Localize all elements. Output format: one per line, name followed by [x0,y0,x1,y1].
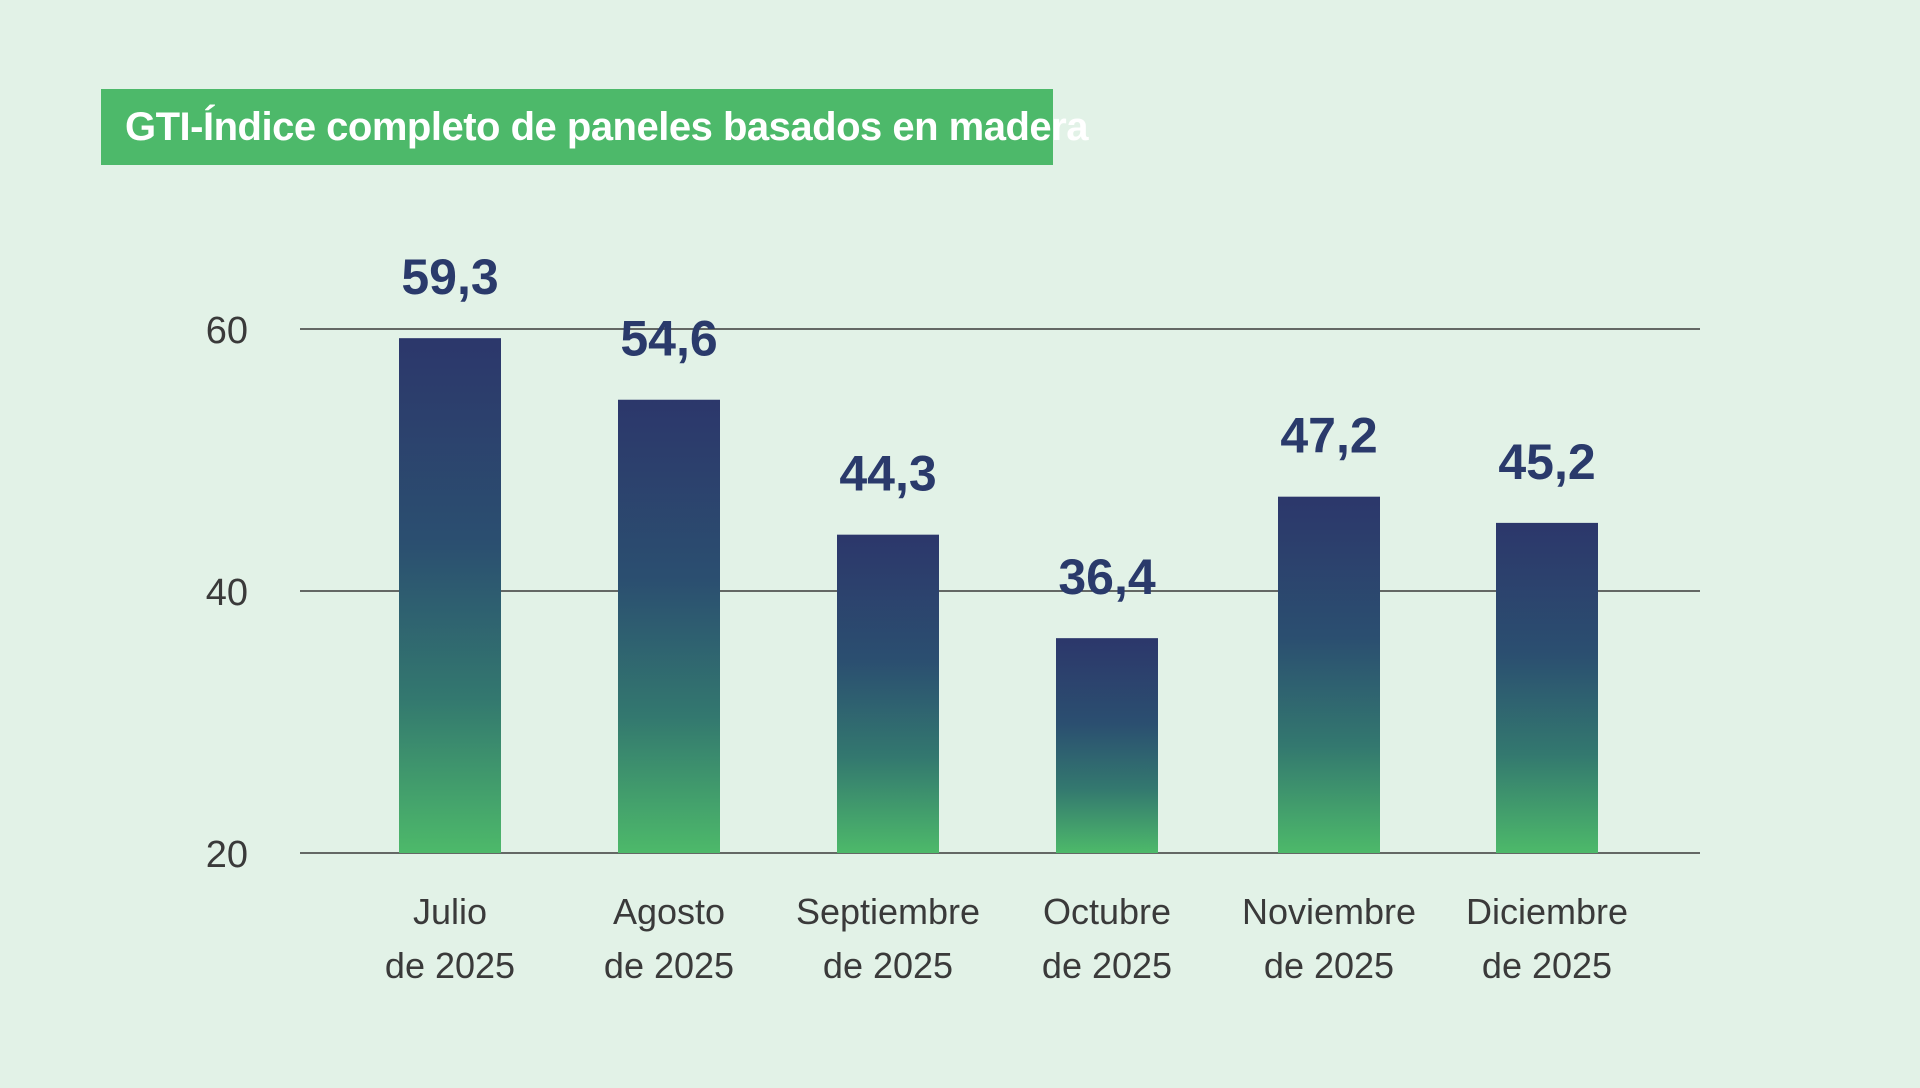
category-label-4-0: Noviembre [1242,891,1416,932]
value-label-4: 47,2 [1280,408,1377,464]
value-label-1: 54,6 [620,311,717,367]
category-label-5-0: Diciembre [1466,891,1628,932]
bar-2 [837,534,939,853]
y-tick-label: 60 [206,310,248,352]
value-labels: 59,3 54,6 44,3 36,4 47,2 45,2 [401,249,1595,605]
category-label-0-0: Julio [413,891,487,932]
value-label-5: 45,2 [1498,434,1595,490]
y-tick-label: 40 [206,572,248,614]
y-tick-label: 20 [206,834,248,876]
bar-4 [1278,496,1380,853]
category-label-3-1: de 2025 [1042,945,1172,986]
category-label-1-0: Agosto [613,891,725,932]
bar-1 [618,399,720,853]
bar-5 [1496,522,1598,853]
y-axis-ticks: 20 40 60 [206,310,248,876]
value-label-2: 44,3 [839,446,936,502]
category-label-0-1: de 2025 [385,945,515,986]
bars [399,338,1598,853]
category-labels: Julio de 2025 Agosto de 2025 Septiembre de 20… [385,891,1628,986]
gridlines [300,328,1700,854]
category-label-5-1: de 2025 [1482,945,1612,986]
chart-title-box: GTI-Índice completo de paneles basados e… [101,89,1088,165]
category-label-4-1: de 2025 [1264,945,1394,986]
bar-3 [1056,638,1158,853]
value-label-3: 36,4 [1058,549,1156,605]
category-label-1-1: de 2025 [604,945,734,986]
category-label-3-0: Octubre [1043,891,1171,932]
category-label-2-0: Septiembre [796,891,980,932]
bar-0 [399,338,501,853]
chart-title: GTI-Índice completo de paneles basados e… [125,104,1088,149]
value-label-0: 59,3 [401,249,498,305]
category-label-2-1: de 2025 [823,945,953,986]
